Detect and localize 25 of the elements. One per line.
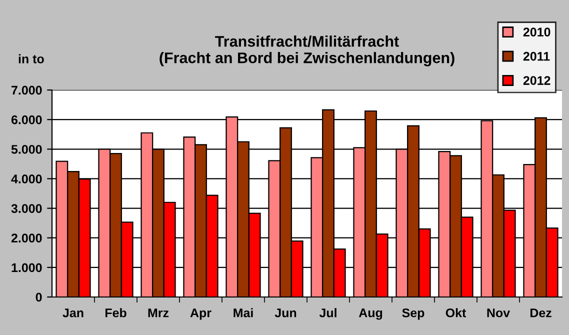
y-tick-label: 7.000 (12, 86, 42, 95)
y-tick-label: 5.000 (11, 144, 42, 154)
x-tick-label: Mai (234, 308, 253, 318)
x-tick-label: Apr (190, 308, 212, 320)
legend-label: 2011 (523, 52, 550, 61)
x-tick-label: Jul (319, 308, 336, 318)
y-tick-label: 2.000 (11, 234, 42, 243)
chart-title: Transitfracht/Militärfracht (Fracht an Bord bei Zwischenlandungen) (160, 36, 454, 66)
y-tick-label: 6.000 (11, 115, 42, 124)
x-tick-label: Jan (62, 308, 84, 318)
legend-label: 2010 (523, 28, 550, 36)
x-tick-label: Mrz (148, 308, 169, 318)
x-tick-label: Aug (358, 308, 382, 320)
x-tick-label: Feb (105, 308, 126, 318)
x-tick-label: Jun (274, 308, 296, 318)
y-tick-label: 4.000 (11, 174, 42, 184)
x-tick-label: Okt (446, 308, 466, 318)
y-tick-label: 1.000 (12, 263, 42, 272)
y-tick-label: 0 (36, 292, 42, 302)
x-tick-label: Nov (487, 308, 510, 318)
x-tick-label: Dez (530, 308, 552, 318)
y-axis-title: in to (18, 54, 44, 64)
x-tick-label: Sep (402, 308, 424, 320)
y-tick-label: 3.000 (11, 204, 42, 213)
legend-label: 2012 (523, 76, 550, 85)
